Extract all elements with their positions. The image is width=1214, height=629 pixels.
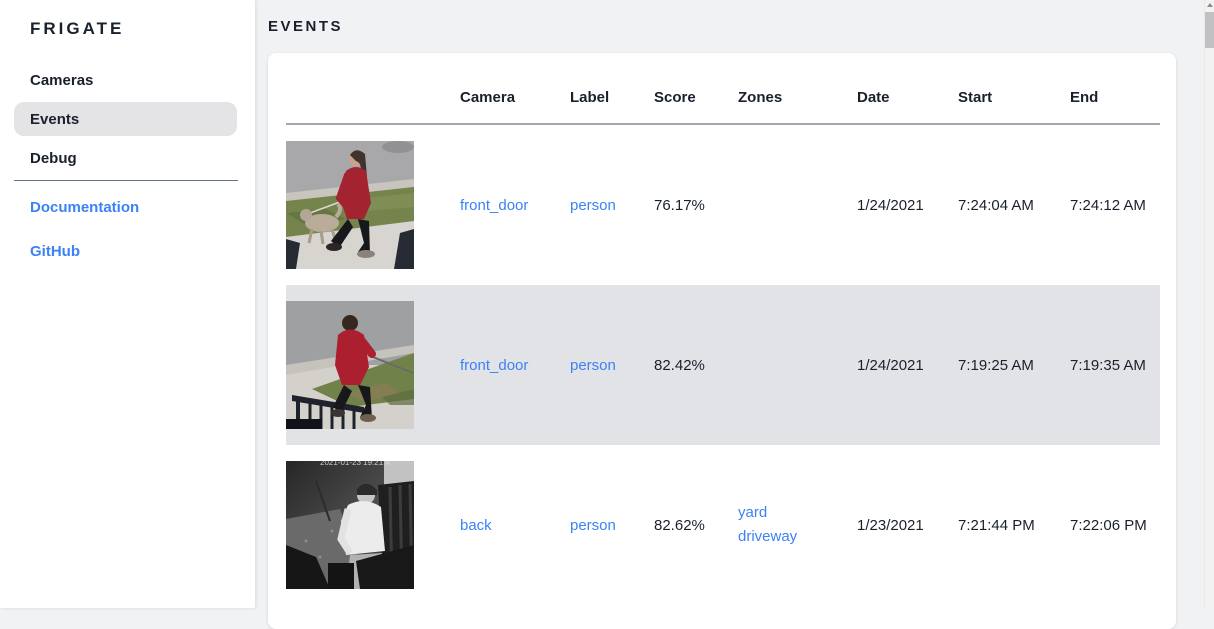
sidebar-item-label: Debug <box>30 149 77 167</box>
column-header-label: Label <box>554 53 638 125</box>
sidebar-item-cameras[interactable]: Cameras <box>14 63 237 97</box>
events-table: Camera Label Score Zones Date Start End <box>286 53 1160 605</box>
column-header-zones: Zones <box>722 53 841 125</box>
main-content: EVENTS Camera Label Score Zones Date Sta… <box>255 0 1214 629</box>
sidebar-item-label: Events <box>30 110 80 128</box>
scroll-up-arrow-icon[interactable] <box>1205 0 1214 10</box>
camera-link[interactable]: back <box>460 516 492 534</box>
start-time-value: 7:24:04 AM <box>958 196 1034 214</box>
column-header-date: Date <box>841 53 942 125</box>
column-header-thumbnail <box>286 53 444 125</box>
app-logo: FRIGATE <box>30 19 125 38</box>
camera-link[interactable]: front_door <box>460 356 529 374</box>
zones-cell <box>722 124 841 285</box>
page-title: EVENTS <box>268 18 344 35</box>
event-row[interactable]: front_door person 82.42% 1/24/2021 7:19:… <box>286 285 1160 445</box>
person-red-hoodie-dog-leash-thumbnail[interactable] <box>286 301 414 429</box>
sidebar-item-label: Cameras <box>30 71 94 89</box>
zones-cell <box>722 285 841 445</box>
start-time-value: 7:21:44 PM <box>958 516 1035 534</box>
sidebar-link-documentation[interactable]: Documentation <box>0 185 255 229</box>
events-card: Camera Label Score Zones Date Start End <box>268 53 1176 629</box>
column-header-score: Score <box>638 53 722 125</box>
sidebar-link-label: GitHub <box>30 242 80 260</box>
label-link[interactable]: person <box>570 516 616 534</box>
column-header-start: Start <box>942 53 1054 125</box>
sidebar: FRIGATE Cameras Events Debug Documentati… <box>0 0 255 608</box>
end-time-value: 7:19:35 AM <box>1070 356 1146 374</box>
scrollbar-thumb[interactable] <box>1205 12 1214 48</box>
sidebar-divider <box>14 180 238 181</box>
date-value: 1/24/2021 <box>857 196 924 214</box>
zones-cell: yard driveway <box>722 445 841 605</box>
sidebar-item-events[interactable]: Events <box>14 102 237 136</box>
column-header-end: End <box>1054 53 1160 125</box>
sidebar-nav: Cameras Events Debug <box>0 63 255 175</box>
score-value: 76.17% <box>654 196 705 214</box>
date-value: 1/23/2021 <box>857 516 924 534</box>
person-night-infrared-thumbnail[interactable]: 2021-01-23 19:21:4 <box>286 461 414 589</box>
person-red-coat-walking-dog-thumbnail[interactable] <box>286 141 414 269</box>
thumbnail-timestamp-overlay: 2021-01-23 19:21:4 <box>320 461 390 467</box>
start-time-value: 7:19:25 AM <box>958 356 1034 374</box>
end-time-value: 7:22:06 PM <box>1070 516 1147 534</box>
score-value: 82.42% <box>654 356 705 374</box>
label-link[interactable]: person <box>570 356 616 374</box>
event-row[interactable]: 2021-01-23 19:21:4 back person 82.62% ya… <box>286 445 1160 605</box>
column-header-camera: Camera <box>444 53 554 125</box>
zone-link[interactable]: yard <box>738 504 768 521</box>
score-value: 82.62% <box>654 516 705 534</box>
sidebar-link-github[interactable]: GitHub <box>0 229 255 273</box>
vertical-scrollbar[interactable] <box>1204 0 1214 608</box>
end-time-value: 7:24:12 AM <box>1070 196 1146 214</box>
event-row[interactable]: front_door person 76.17% 1/24/2021 7:24:… <box>286 124 1160 285</box>
date-value: 1/24/2021 <box>857 356 924 374</box>
sidebar-link-label: Documentation <box>30 198 140 216</box>
zone-link[interactable]: driveway <box>738 528 798 545</box>
label-link[interactable]: person <box>570 196 616 214</box>
table-header-row: Camera Label Score Zones Date Start End <box>286 53 1160 125</box>
sidebar-item-debug[interactable]: Debug <box>14 141 237 175</box>
camera-link[interactable]: front_door <box>460 196 529 214</box>
